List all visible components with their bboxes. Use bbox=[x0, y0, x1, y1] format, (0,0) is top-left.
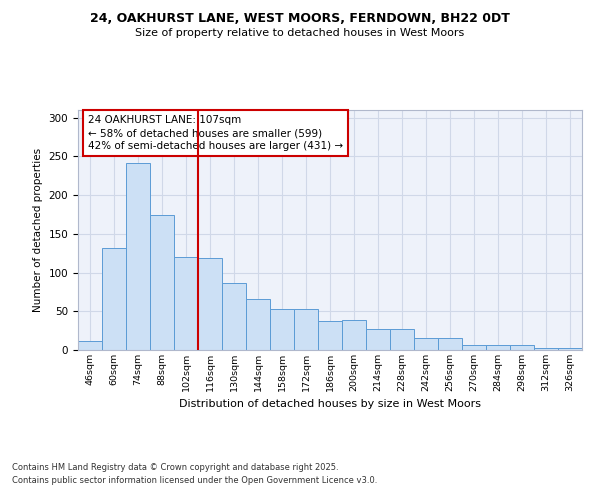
Bar bbox=[462, 344, 486, 350]
Y-axis label: Number of detached properties: Number of detached properties bbox=[33, 148, 43, 312]
Bar bbox=[246, 299, 270, 350]
Bar bbox=[78, 340, 102, 350]
Bar bbox=[366, 329, 390, 350]
Bar bbox=[438, 338, 462, 350]
Bar bbox=[174, 257, 198, 350]
X-axis label: Distribution of detached houses by size in West Moors: Distribution of detached houses by size … bbox=[179, 400, 481, 409]
Bar bbox=[390, 329, 414, 350]
Bar bbox=[126, 164, 150, 350]
Bar bbox=[102, 248, 126, 350]
Text: 24, OAKHURST LANE, WEST MOORS, FERNDOWN, BH22 0DT: 24, OAKHURST LANE, WEST MOORS, FERNDOWN,… bbox=[90, 12, 510, 26]
Bar bbox=[486, 344, 510, 350]
Text: Contains HM Land Registry data © Crown copyright and database right 2025.: Contains HM Land Registry data © Crown c… bbox=[12, 464, 338, 472]
Bar bbox=[222, 282, 246, 350]
Bar bbox=[414, 338, 438, 350]
Bar bbox=[342, 320, 366, 350]
Bar bbox=[198, 258, 222, 350]
Text: Contains public sector information licensed under the Open Government Licence v3: Contains public sector information licen… bbox=[12, 476, 377, 485]
Bar bbox=[294, 309, 318, 350]
Text: 24 OAKHURST LANE: 107sqm
← 58% of detached houses are smaller (599)
42% of semi-: 24 OAKHURST LANE: 107sqm ← 58% of detach… bbox=[88, 115, 343, 151]
Bar bbox=[270, 309, 294, 350]
Bar bbox=[558, 348, 582, 350]
Bar bbox=[510, 346, 534, 350]
Bar bbox=[150, 214, 174, 350]
Bar bbox=[534, 348, 558, 350]
Bar bbox=[318, 320, 342, 350]
Text: Size of property relative to detached houses in West Moors: Size of property relative to detached ho… bbox=[136, 28, 464, 38]
